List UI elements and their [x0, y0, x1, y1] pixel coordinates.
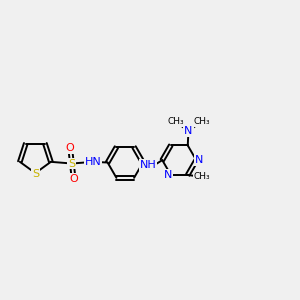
- Text: HN: HN: [85, 157, 101, 167]
- Text: N: N: [164, 170, 172, 180]
- Text: O: O: [66, 143, 75, 153]
- Text: CH₃: CH₃: [193, 117, 210, 126]
- Text: N: N: [184, 126, 193, 136]
- Text: S: S: [32, 169, 39, 179]
- Text: CH₃: CH₃: [194, 172, 210, 181]
- Text: CH₃: CH₃: [167, 117, 184, 126]
- Text: O: O: [69, 174, 78, 184]
- Text: NH: NH: [140, 160, 156, 170]
- Text: N: N: [195, 155, 203, 165]
- Text: S: S: [68, 158, 76, 169]
